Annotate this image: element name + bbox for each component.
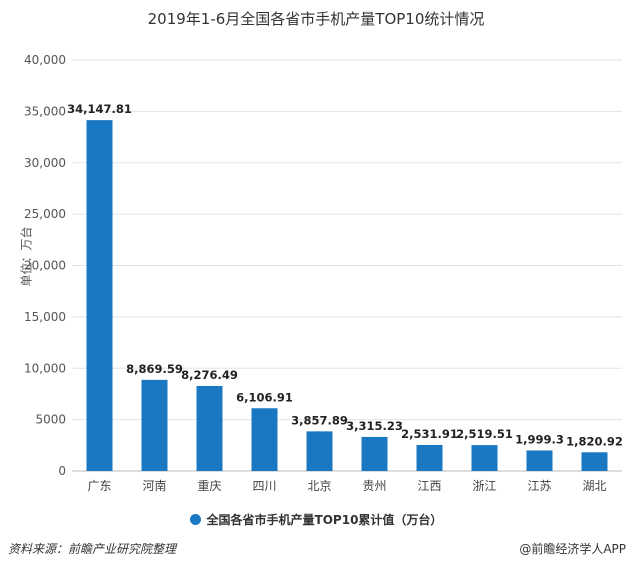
data-label: 1,999.3	[515, 432, 564, 446]
bar[interactable]	[86, 120, 113, 471]
data-label: 2,519.51	[456, 427, 513, 441]
x-tick-label: 浙江	[472, 479, 496, 493]
y-tick-label: 20,000	[24, 259, 66, 273]
bar[interactable]	[581, 452, 608, 471]
legend-label: 全国各省市手机产量TOP10累计值（万台）	[206, 513, 443, 527]
data-label: 1,820.92	[566, 434, 623, 448]
credit-note: @前瞻经济学人APP	[519, 542, 626, 556]
x-tick-label: 湖北	[582, 478, 606, 493]
bar[interactable]	[471, 445, 498, 471]
legend-marker	[189, 514, 201, 525]
bar[interactable]	[526, 450, 553, 471]
x-tick-label: 贵州	[362, 479, 386, 493]
legend[interactable]: 全国各省市手机产量TOP10累计值（万台）	[0, 511, 632, 528]
data-label: 8,869.59	[126, 362, 183, 376]
x-tick-label: 重庆	[197, 479, 221, 493]
bar[interactable]	[306, 431, 333, 471]
data-label: 34,147.81	[67, 102, 132, 116]
x-tick-label: 河南	[142, 478, 166, 493]
data-label: 3,857.89	[291, 413, 348, 427]
bar[interactable]	[196, 385, 223, 471]
y-tick-label: 0	[58, 464, 66, 478]
y-tick-label: 30,000	[24, 156, 66, 170]
bar[interactable]	[251, 408, 278, 471]
bars	[86, 120, 608, 471]
y-axis-label: 单位：万台	[19, 226, 34, 287]
y-tick-label: 40,000	[24, 53, 66, 67]
x-tick-label: 江苏	[527, 479, 551, 493]
data-label: 2,531.91	[401, 427, 458, 441]
data-label: 8,276.49	[181, 368, 238, 382]
bar[interactable]	[361, 436, 388, 471]
chart-title: 2019年1-6月全国各省市手机产量TOP10统计情况	[147, 10, 485, 28]
y-tick-label: 5000	[35, 413, 66, 427]
y-tick-label: 25,000	[24, 207, 66, 221]
y-tick-label: 15,000	[24, 310, 66, 324]
y-axis-ticks: 0 5000 10,000 15,000 20,000 25,000 30,000 35,00…	[24, 53, 66, 478]
bar[interactable]	[416, 444, 443, 471]
y-tick-label: 35,000	[24, 104, 66, 118]
data-labels: 34,147.81 8,869.598,276.49 6,106.91 3,857.8…	[67, 102, 623, 448]
x-tick-label: 四川	[252, 479, 276, 493]
data-label: 3,315.23	[346, 419, 403, 433]
data-label: 6,106.91	[236, 390, 293, 404]
bar[interactable]	[141, 379, 168, 471]
x-axis-ticks: 广东 河南 重庆 四川 北京 贵州 江西 浙江 江苏 湖北	[87, 478, 606, 493]
grid-lines	[72, 59, 622, 472]
x-tick-label: 北京	[307, 479, 331, 493]
x-tick-label: 江西	[417, 479, 441, 493]
y-tick-label: 10,000	[24, 361, 66, 375]
source-note: 资料来源：前瞻产业研究院整理	[8, 542, 177, 556]
x-tick-label: 广东	[87, 479, 111, 493]
